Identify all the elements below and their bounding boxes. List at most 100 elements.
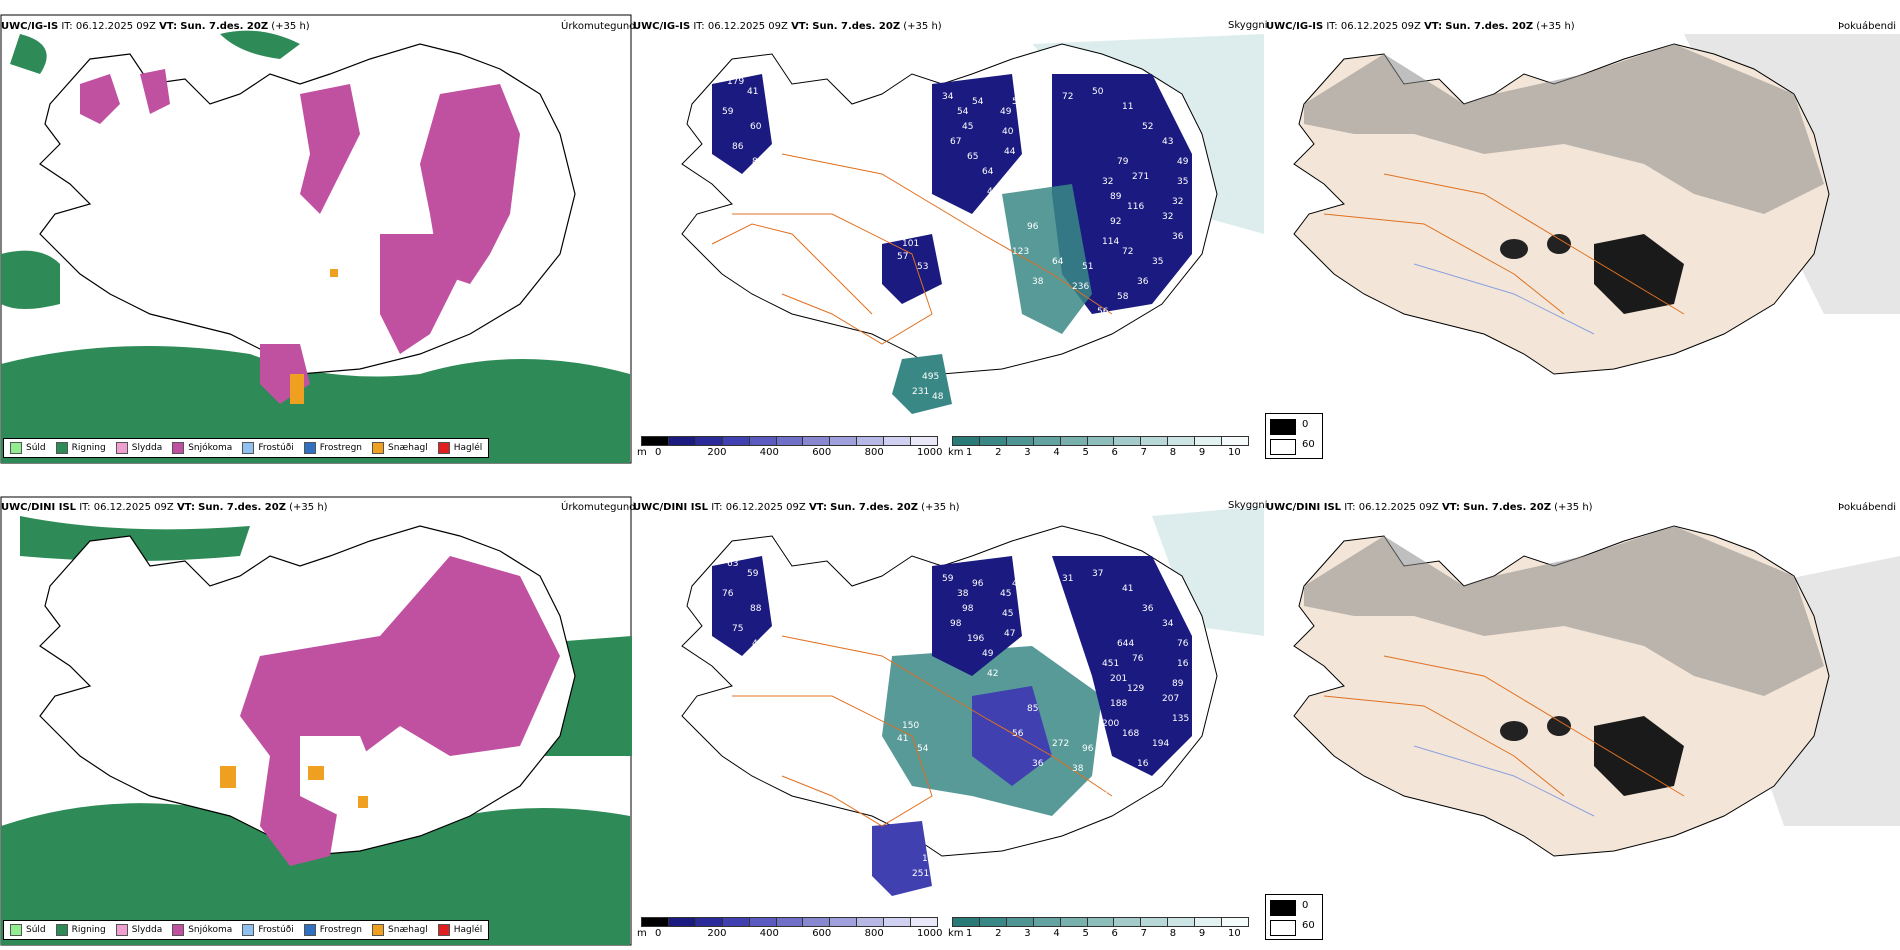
visibility-value-label: 45 — [1002, 609, 1013, 619]
visibility-value-label: 64 — [1052, 257, 1064, 267]
visibility-value-label: 67 — [950, 137, 961, 147]
height-colorbar-row2: m 0 200 400 600 800 1000 — [637, 917, 942, 941]
visibility-value-label: 54 — [1012, 97, 1024, 107]
visibility-value-label: 36 — [1172, 232, 1184, 242]
legend-swatch — [115, 442, 128, 454]
colorbar-segment — [1140, 436, 1169, 446]
visibility-value-label: 47 — [987, 187, 998, 197]
fog-map-row1 — [1293, 34, 1900, 375]
colorbar-segment — [829, 917, 858, 927]
vis-header-row2: UWC/DINI ISL IT: 06.12.2025 09Z VT: Sun.… — [633, 502, 960, 513]
visibility-value-label: 56 — [1097, 307, 1109, 317]
visibility-value-label: 79 — [1117, 157, 1129, 167]
visibility-value-label: 96 — [1082, 744, 1094, 754]
fog-legend-row2: 0 60 — [1265, 894, 1323, 940]
visibility-value-label: 55 — [740, 659, 751, 669]
vis-colorbar-row2: km 1 2 3 4 5 6 7 8 9 10 — [948, 917, 1249, 941]
precip-map-row2 — [0, 496, 632, 946]
visibility-value-label: 31 — [1062, 574, 1073, 584]
colorbar-tick-label: 0 — [655, 447, 662, 458]
fog-header-row1: UWC/IG-IS IT: 06.12.2025 09Z VT: Sun. 7.… — [1266, 21, 1575, 32]
fog-product-row1: Þokuábendi — [1838, 21, 1897, 32]
legend-swatch — [372, 442, 385, 454]
colorbar-tick-label: 3 — [1024, 928, 1031, 939]
legend-swatch — [172, 924, 185, 936]
colorbar-segment — [1140, 917, 1169, 927]
colorbar-segment — [1113, 436, 1142, 446]
colorbar-segment — [748, 436, 777, 446]
visibility-value-label: 644 — [1117, 639, 1134, 649]
visibility-value-label: 45 — [1012, 579, 1023, 589]
visibility-value-label: 451 — [1102, 659, 1119, 669]
colorbar-segment — [721, 917, 750, 927]
colorbar-segment — [1032, 436, 1061, 446]
legend-swatch — [172, 442, 185, 454]
colorbar-segment — [856, 436, 885, 446]
colorbar-segment — [1086, 917, 1115, 927]
visibility-value-label: 34 — [1162, 619, 1174, 629]
legend-item: Snjókoma — [172, 442, 232, 454]
legend-swatch — [10, 442, 22, 454]
legend-swatch — [303, 924, 316, 936]
visibility-value-label: 251 — [912, 869, 929, 879]
colorbar-tick-label: 3 — [1024, 447, 1031, 458]
colorbar-segment — [829, 436, 858, 446]
visibility-value-label: 36 — [1137, 277, 1149, 287]
visibility-value-label: 123 — [1012, 247, 1029, 257]
colorbar-segment — [910, 436, 938, 446]
precip-product-row2: Úrkomutegund — [561, 502, 636, 513]
visibility-value-label: 60 — [750, 122, 762, 132]
visibility-value-label: 50 — [1092, 87, 1104, 97]
colorbar-segment — [978, 436, 1007, 446]
visibility-value-label: 36 — [1142, 604, 1154, 614]
visibility-value-label: 41 — [1122, 584, 1133, 594]
visibility-value-label: 46 — [782, 187, 794, 197]
legend-swatch — [303, 442, 316, 454]
legend-item: Snæhagl — [372, 442, 428, 454]
colorbar-segment — [883, 436, 912, 446]
visibility-value-label: 36 — [1032, 759, 1044, 769]
legend-item: Rigning — [55, 924, 106, 936]
visibility-value-label: 194 — [1152, 739, 1169, 749]
colorbar-tick-label: 6 — [1111, 447, 1118, 458]
visibility-value-label: 41 — [747, 87, 758, 97]
visibility-value-label: 54 — [957, 107, 969, 117]
colorbar-segment — [802, 917, 831, 927]
visibility-value-label: 49 — [982, 649, 994, 659]
legend-swatch — [55, 924, 68, 936]
visibility-value-label: 85 — [1027, 704, 1038, 714]
colorbar-unit: m — [637, 928, 647, 939]
fog-legend-label: 60 — [1302, 439, 1315, 450]
visibility-value-label: 114 — [1102, 237, 1119, 247]
vis-panel-row1: 179 41 59 60 86 82 102 34 54 54 45 67 65 64 47 40 44 49 54… — [632, 14, 1264, 464]
visibility-value-label: 96 — [972, 579, 984, 589]
visibility-value-label: 82 — [752, 157, 763, 167]
colorbar-segment — [1005, 436, 1034, 446]
colorbar-tick-label: 400 — [759, 447, 779, 458]
visibility-value-label: 63 — [727, 559, 738, 569]
visibility-value-label: 35 — [1152, 257, 1163, 267]
colorbar-tick-label: 2 — [995, 447, 1002, 458]
legend-item: Haglél — [437, 924, 482, 936]
colorbar-segment — [1059, 436, 1088, 446]
colorbar-tick-label: 0 — [655, 928, 662, 939]
colorbar-segment — [1113, 917, 1142, 927]
fog-legend-swatch-0 — [1270, 900, 1296, 916]
colorbar-segment — [1167, 436, 1196, 446]
colorbar-segment — [1221, 917, 1249, 927]
visibility-value-label: 38 — [957, 589, 969, 599]
precip-legend-row1: Súld Rigning Slydda Snjókoma Frostúði Fr… — [3, 438, 490, 458]
colorbar-tick-label: 600 — [812, 447, 832, 458]
colorbar-segment — [856, 917, 885, 927]
vis-product-row2: Skyggni — [1228, 500, 1268, 511]
colorbar-tick-label: 4 — [1053, 928, 1060, 939]
visibility-value-label: 45 — [962, 122, 973, 132]
colorbar-segment — [1194, 917, 1223, 927]
visibility-value-label: 38 — [1032, 277, 1044, 287]
legend-item: Snæhagl — [372, 924, 428, 936]
visibility-value-label: 11 — [1122, 102, 1133, 112]
fog-legend-label: 60 — [1302, 920, 1315, 931]
fog-legend-row1: 0 60 — [1265, 413, 1323, 459]
colorbar-segment — [802, 436, 831, 446]
